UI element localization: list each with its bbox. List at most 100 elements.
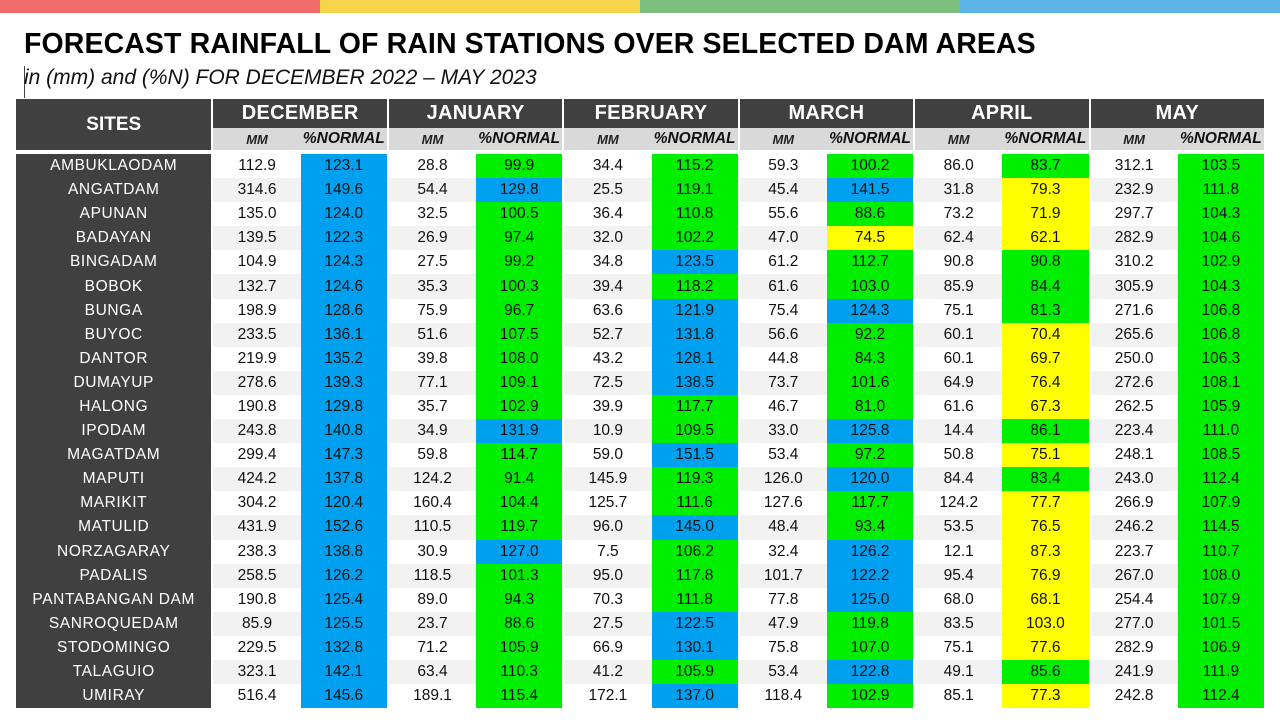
percent-normal-cell: 83.4: [1002, 467, 1091, 492]
rainfall-mm-cell: 34.4: [563, 152, 652, 179]
rainfall-mm-cell: 31.8: [914, 178, 1003, 203]
rainfall-mm-cell: 23.7: [387, 611, 477, 636]
percent-normal-cell: 147.3: [300, 443, 389, 468]
rainfall-mm-cell: 50.8: [914, 443, 1003, 468]
rainfall-mm-cell: 160.4: [387, 491, 477, 516]
percent-normal-cell: 145.0: [651, 515, 740, 540]
percent-normal-cell: 111.9: [1177, 659, 1267, 685]
rainfall-mm-cell: 41.2: [563, 659, 652, 685]
month-header: FEBRUARY: [563, 99, 740, 128]
percent-normal-cell: 87.3: [1002, 539, 1091, 564]
percent-normal-cell: 111.6: [651, 491, 740, 516]
percent-normal-cell: 99.2: [476, 250, 565, 275]
percent-normal-cell: 125.5: [300, 611, 389, 636]
table-row: APUNAN 135.0 124.0 32.5 100.5 36.4 110.8 55.6 88…: [16, 202, 1267, 227]
percent-normal-cell: 126.2: [300, 563, 389, 588]
mm-header: MM: [914, 128, 1003, 154]
percent-normal-cell: 139.3: [300, 370, 389, 395]
rainfall-mm-cell: 172.1: [563, 684, 652, 709]
percent-normal-cell: 110.3: [476, 659, 565, 685]
rainfall-mm-cell: 63.4: [387, 659, 477, 685]
site-name: BUYOC: [16, 322, 214, 347]
rainfall-mm-cell: 46.7: [738, 394, 827, 420]
percent-normal-cell: 137.0: [651, 684, 740, 709]
percent-normal-cell: 75.1: [1002, 443, 1091, 468]
percent-normal-cell: 102.9: [826, 684, 916, 709]
percent-normal-cell: 97.4: [476, 226, 565, 251]
rainfall-mm-cell: 70.3: [563, 587, 652, 612]
site-name: BUNGA: [16, 298, 214, 323]
percent-normal-cell: 107.5: [476, 322, 565, 347]
percent-normal-cell: 102.9: [1177, 250, 1267, 275]
table-row: MARIKIT 304.2 120.4 160.4 104.4 125.7 111.6 127…: [16, 491, 1267, 516]
percent-normal-cell: 102.9: [476, 394, 565, 420]
rainfall-mm-cell: 60.1: [914, 346, 1003, 371]
percent-normal-cell: 105.9: [476, 635, 565, 660]
percent-normal-cell: 103.0: [1002, 611, 1091, 636]
table-row: MAGATDAM 299.4 147.3 59.8 114.7 59.0 151.5 53.4…: [16, 443, 1267, 468]
month-header: DECEMBER: [212, 99, 389, 128]
percent-normal-cell: 100.5: [476, 202, 565, 227]
percent-normal-cell: 106.3: [1177, 346, 1267, 371]
rainfall-mm-cell: 10.9: [563, 419, 652, 444]
percent-normal-cell: 117.8: [651, 563, 740, 588]
unit-header-row: MM %NORMAL MM %NORMAL MM %NORMAL MM %NOR…: [16, 128, 1267, 154]
percent-normal-cell: 112.7: [826, 250, 916, 275]
rainfall-mm-cell: 124.2: [387, 467, 477, 492]
rainfall-mm-cell: 135.0: [212, 202, 301, 227]
percent-normal-cell: 125.0: [826, 587, 916, 612]
table-row: IPODAM 243.8 140.8 34.9 131.9 10.9 109.5 33.0 12…: [16, 419, 1267, 444]
rainfall-mm-cell: 242.8: [1089, 684, 1178, 709]
site-name: BADAYAN: [16, 226, 214, 251]
table-row: BUYOC 233.5 136.1 51.6 107.5 52.7 131.8 56.6 92.…: [16, 322, 1267, 347]
rainfall-mm-cell: 95.0: [563, 563, 652, 588]
percent-normal-cell: 124.6: [300, 274, 389, 299]
rainfall-mm-cell: 48.4: [738, 515, 827, 540]
table-row: NORZAGARAY 238.3 138.8 30.9 127.0 7.5 106.2 32.…: [16, 539, 1267, 564]
percent-normal-cell: 81.3: [1002, 298, 1091, 323]
rainfall-mm-cell: 233.5: [212, 322, 301, 347]
pct-normal-header: %NORMAL: [826, 128, 916, 154]
rainfall-mm-cell: 271.6: [1089, 298, 1178, 323]
rainfall-mm-cell: 32.5: [387, 202, 477, 227]
percent-normal-cell: 120.4: [300, 491, 389, 516]
rainfall-mm-cell: 64.9: [914, 370, 1003, 395]
rainfall-mm-cell: 104.9: [212, 250, 301, 275]
rainfall-mm-cell: 14.4: [914, 419, 1003, 444]
rainfall-mm-cell: 71.2: [387, 635, 477, 660]
percent-normal-cell: 94.3: [476, 587, 565, 612]
rainfall-mm-cell: 277.0: [1089, 611, 1178, 636]
percent-normal-cell: 90.8: [1002, 250, 1091, 275]
percent-normal-cell: 128.1: [651, 346, 740, 371]
percent-normal-cell: 100.3: [476, 274, 565, 299]
rainfall-mm-cell: 223.4: [1089, 419, 1178, 444]
rainfall-mm-cell: 424.2: [212, 467, 301, 492]
rainfall-mm-cell: 272.6: [1089, 370, 1178, 395]
rainfall-mm-cell: 118.5: [387, 563, 477, 588]
percent-normal-cell: 119.8: [826, 611, 916, 636]
rainfall-mm-cell: 75.9: [387, 298, 477, 323]
rainfall-mm-cell: 77.8: [738, 587, 827, 612]
table-row: BUNGA 198.9 128.6 75.9 96.7 63.6 121.9 75.4 124.…: [16, 298, 1267, 323]
percent-normal-cell: 112.4: [1177, 684, 1267, 709]
rainfall-mm-cell: 90.8: [914, 250, 1003, 275]
rainfall-mm-cell: 33.0: [738, 419, 827, 444]
rainfall-mm-cell: 61.6: [738, 274, 827, 299]
rainfall-mm-cell: 101.7: [738, 563, 827, 588]
top-bar-yellow: [320, 0, 640, 13]
percent-normal-cell: 84.3: [826, 346, 916, 371]
rainfall-mm-cell: 112.9: [212, 152, 301, 179]
percent-normal-cell: 138.5: [651, 370, 740, 395]
percent-normal-cell: 102.2: [651, 226, 740, 251]
rainfall-mm-cell: 25.5: [563, 178, 652, 203]
rainfall-mm-cell: 250.0: [1089, 346, 1178, 371]
table-row: STODOMINGO 229.5 132.8 71.2 105.9 66.9 130.1 75…: [16, 635, 1267, 660]
pct-normal-header: %NORMAL: [300, 128, 389, 154]
rainfall-mm-cell: 265.6: [1089, 322, 1178, 347]
rainfall-mm-cell: 139.5: [212, 226, 301, 251]
mm-header: MM: [738, 128, 827, 154]
table-body: AMBUKLAODAM 112.9 123.1 28.8 99.9 34.4 115.2 59…: [16, 152, 1267, 709]
rainfall-mm-cell: 110.5: [387, 515, 477, 540]
percent-normal-cell: 104.3: [1177, 202, 1267, 227]
table-row: HALONG 190.8 129.8 35.7 102.9 39.9 117.7 46.7 81…: [16, 394, 1267, 420]
